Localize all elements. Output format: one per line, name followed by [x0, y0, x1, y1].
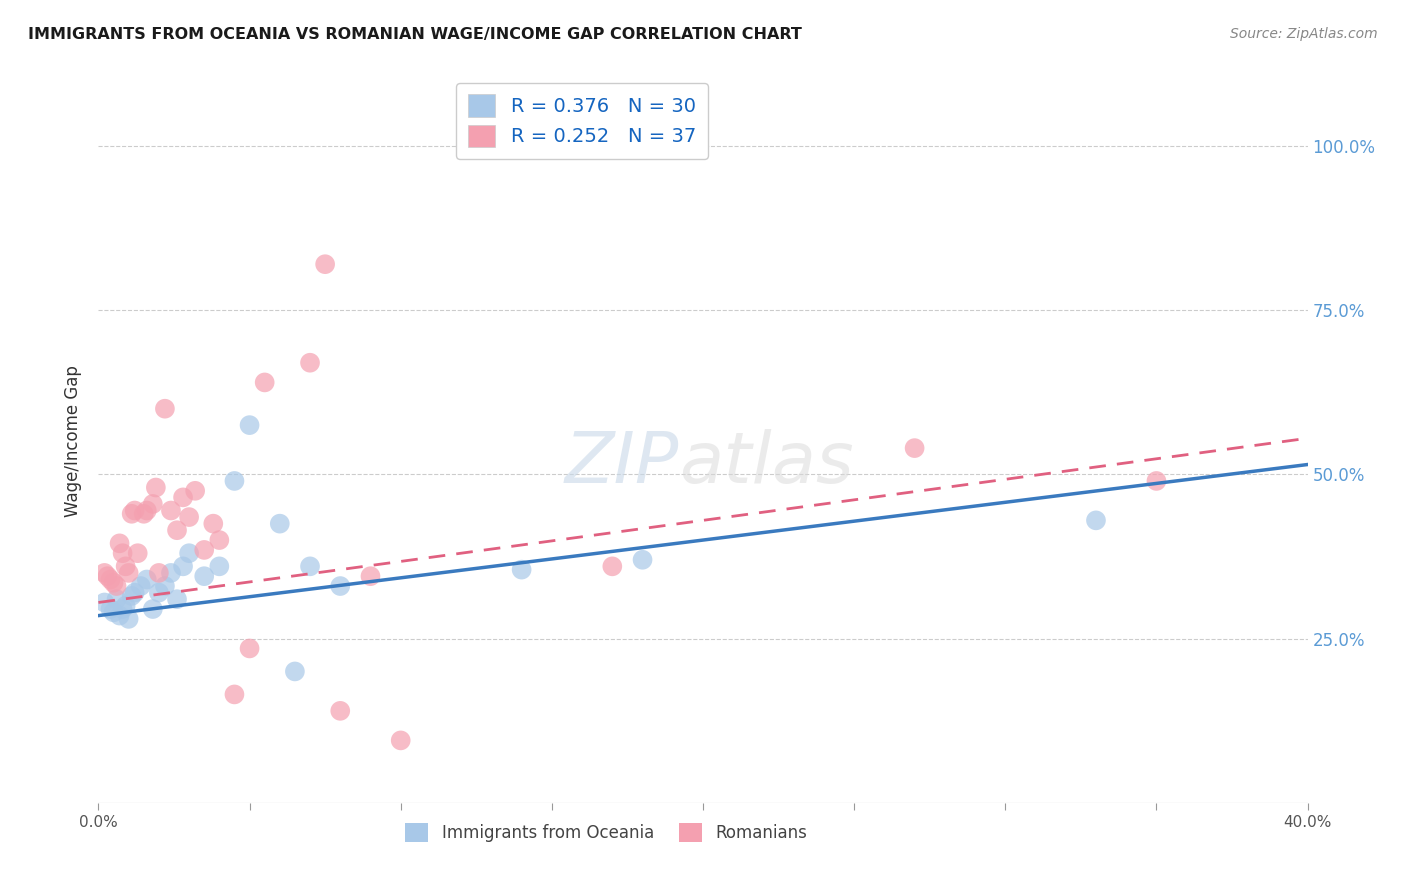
Point — [111, 546, 134, 560]
Point — [193, 569, 215, 583]
Point — [299, 356, 322, 370]
Point — [93, 595, 115, 609]
Point — [631, 553, 654, 567]
Point — [329, 704, 352, 718]
Point — [208, 533, 231, 547]
Point — [360, 569, 382, 583]
Point — [100, 573, 122, 587]
Point — [105, 592, 128, 607]
Point — [184, 483, 207, 498]
Point — [160, 503, 183, 517]
Point — [108, 536, 131, 550]
Point — [148, 585, 170, 599]
Point — [124, 585, 146, 599]
Point — [142, 497, 165, 511]
Y-axis label: Wage/Income Gap: Wage/Income Gap — [65, 366, 83, 517]
Point — [111, 602, 134, 616]
Point — [602, 559, 624, 574]
Point — [153, 579, 176, 593]
Point — [166, 592, 188, 607]
Point — [299, 559, 322, 574]
Point — [118, 566, 141, 580]
Point — [1085, 513, 1108, 527]
Text: ZIP: ZIP — [564, 429, 679, 498]
Point — [202, 516, 225, 531]
Point — [389, 733, 412, 747]
Point — [145, 481, 167, 495]
Point — [96, 569, 118, 583]
Point — [239, 418, 262, 433]
Point — [135, 503, 157, 517]
Point — [103, 575, 125, 590]
Point — [193, 542, 215, 557]
Point — [114, 559, 136, 574]
Point — [124, 503, 146, 517]
Point — [153, 401, 176, 416]
Point — [314, 257, 336, 271]
Point — [148, 566, 170, 580]
Point — [172, 559, 194, 574]
Point — [129, 579, 152, 593]
Point — [142, 602, 165, 616]
Point — [93, 566, 115, 580]
Legend: Immigrants from Oceania, Romanians: Immigrants from Oceania, Romanians — [398, 816, 814, 848]
Point — [121, 507, 143, 521]
Point — [1144, 474, 1167, 488]
Point — [224, 687, 246, 701]
Point — [208, 559, 231, 574]
Point — [179, 546, 201, 560]
Point — [253, 376, 276, 390]
Point — [127, 546, 149, 560]
Point — [121, 589, 143, 603]
Point — [114, 599, 136, 613]
Point — [269, 516, 291, 531]
Point — [239, 641, 262, 656]
Text: IMMIGRANTS FROM OCEANIA VS ROMANIAN WAGE/INCOME GAP CORRELATION CHART: IMMIGRANTS FROM OCEANIA VS ROMANIAN WAGE… — [28, 27, 801, 42]
Text: Source: ZipAtlas.com: Source: ZipAtlas.com — [1230, 27, 1378, 41]
Text: atlas: atlas — [679, 429, 853, 498]
Point — [904, 441, 927, 455]
Point — [284, 665, 307, 679]
Point — [179, 510, 201, 524]
Point — [118, 612, 141, 626]
Point — [103, 605, 125, 619]
Point — [132, 507, 155, 521]
Point — [100, 602, 122, 616]
Point — [224, 474, 246, 488]
Point — [510, 563, 533, 577]
Point — [108, 608, 131, 623]
Point — [172, 491, 194, 505]
Point — [105, 579, 128, 593]
Point — [135, 573, 157, 587]
Point — [166, 523, 188, 537]
Point — [329, 579, 352, 593]
Point — [160, 566, 183, 580]
